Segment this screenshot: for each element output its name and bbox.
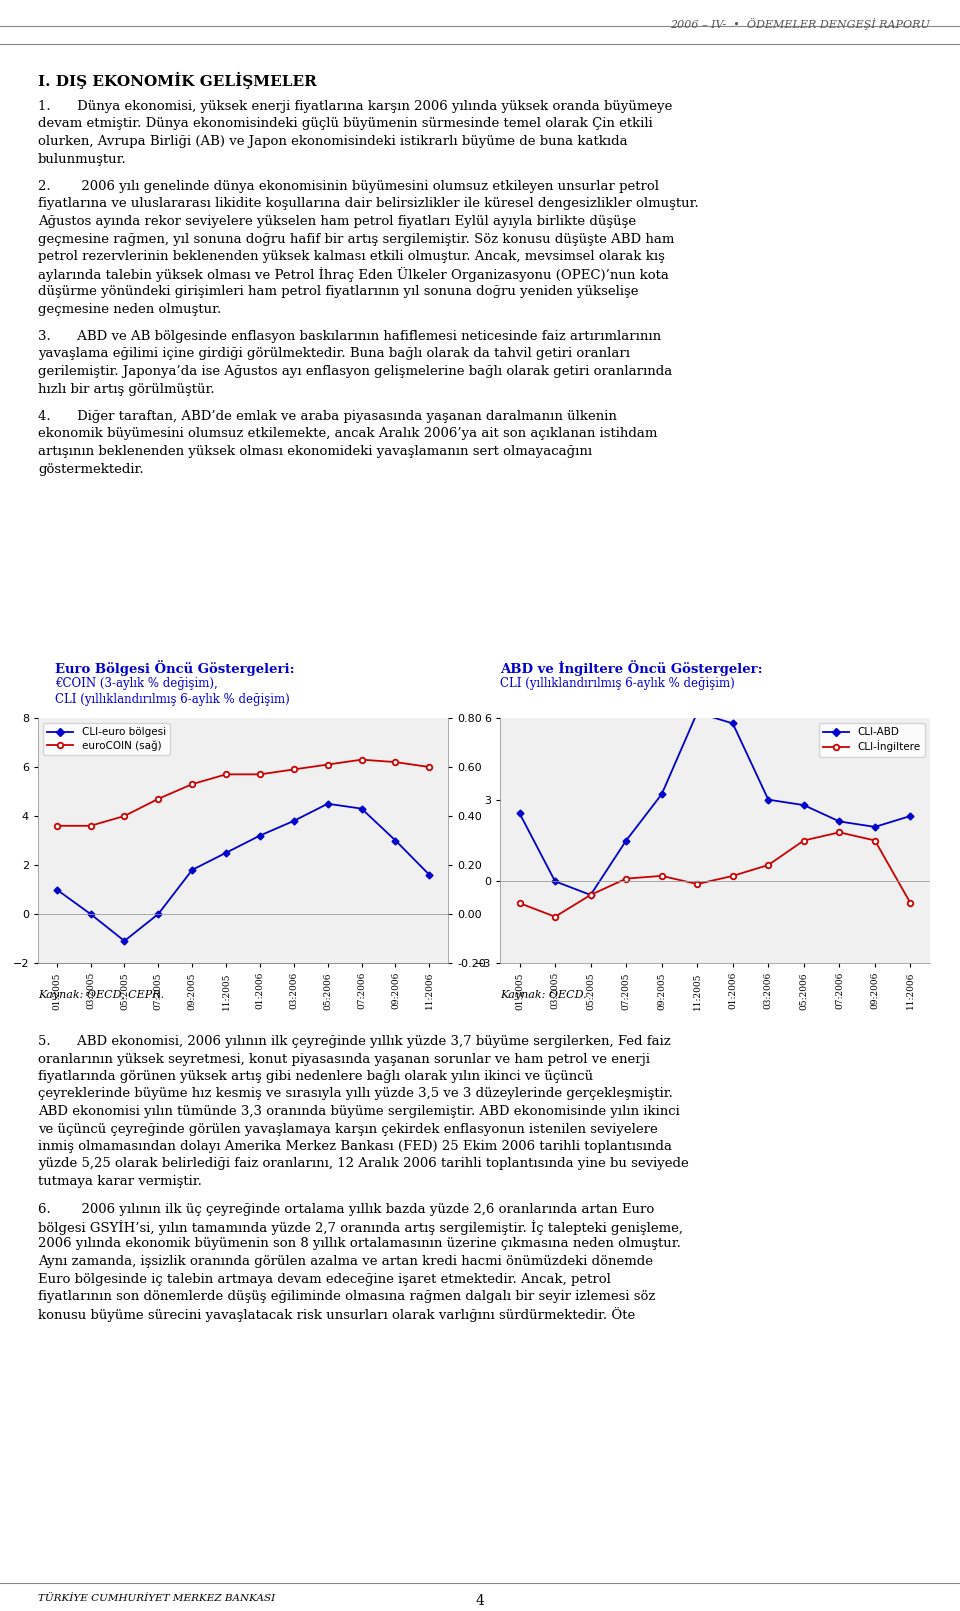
Text: I. DIŞ EKONOMİK GELİŞMELER: I. DIŞ EKONOMİK GELİŞMELER [38, 72, 317, 89]
Text: hızlı bir artış görülmüştür.: hızlı bir artış görülmüştür. [38, 382, 215, 395]
Legend: CLI-ABD, CLI-İngiltere: CLI-ABD, CLI-İngiltere [819, 723, 924, 757]
Text: bölgesi GSYİH’si, yılın tamamında yüzde 2,7 oranında artış sergilemiştir. İç tal: bölgesi GSYİH’si, yılın tamamında yüzde … [38, 1220, 683, 1236]
Text: aylarında talebin yüksek olması ve Petrol İhraç Eden Ülkeler Organizasyonu (OPEC: aylarında talebin yüksek olması ve Petro… [38, 267, 669, 282]
Text: €COIN (3-aylık % değişim),: €COIN (3-aylık % değişim), [55, 677, 218, 690]
Text: 4: 4 [475, 1593, 485, 1608]
Text: 4.  Diğer taraftan, ABD’de emlak ve araba piyasasında yaşanan daralmanın ülkenin: 4. Diğer taraftan, ABD’de emlak ve araba… [38, 411, 617, 424]
Text: artışının beklenenden yüksek olması ekonomideki yavaşlamanın sert olmayacağını: artışının beklenenden yüksek olması ekon… [38, 445, 592, 458]
Text: TÜRKİYE CUMHURİYET MERKEZ BANKASI: TÜRKİYE CUMHURİYET MERKEZ BANKASI [38, 1593, 276, 1603]
Text: yavaşlama eğilimi içine girdiği görülmektedir. Buna bağlı olarak da tahvil getir: yavaşlama eğilimi içine girdiği görülmek… [38, 348, 630, 361]
Text: CLI (yıllıklandırılmış 6-aylık % değişim): CLI (yıllıklandırılmış 6-aylık % değişim… [500, 677, 734, 690]
Text: fiyatlarının son dönemlerde düşüş eğiliminde olmasına rağmen dalgalı bir seyir i: fiyatlarının son dönemlerde düşüş eğilim… [38, 1290, 656, 1303]
Text: göstermektedir.: göstermektedir. [38, 462, 144, 475]
Text: fiyatlarına ve uluslararası likidite koşullarına dair belirsizlikler ile küresel: fiyatlarına ve uluslararası likidite koş… [38, 198, 699, 211]
Text: yüzde 5,25 olarak belirlediği faiz oranlarını, 12 Aralık 2006 tarihli toplantısı: yüzde 5,25 olarak belirlediği faiz oranl… [38, 1157, 688, 1171]
Text: ABD ekonomisi yılın tümünde 3,3 oranında büyüme sergilemiştir. ABD ekonomisinde : ABD ekonomisi yılın tümünde 3,3 oranında… [38, 1105, 680, 1118]
Text: geçmesine neden olmuştur.: geçmesine neden olmuştur. [38, 303, 221, 316]
Text: devam etmiştir. Dünya ekonomisindeki güçlü büyümenin sürmesinde temel olarak Çin: devam etmiştir. Dünya ekonomisindeki güç… [38, 118, 653, 130]
Text: 1.  Dünya ekonomisi, yüksek enerji fiyatlarına karşın 2006 yılında yüksek oranda: 1. Dünya ekonomisi, yüksek enerji fiyatl… [38, 100, 672, 113]
Text: ve üçüncü çeyreğinde görülen yavaşlamaya karşın çekirdek enflasyonun istenilen s: ve üçüncü çeyreğinde görülen yavaşlamaya… [38, 1123, 658, 1136]
Text: çeyreklerinde büyüme hız kesmiş ve sırasıyla yıllı yüzde 3,5 ve 3 düzeylerinde g: çeyreklerinde büyüme hız kesmiş ve sıras… [38, 1087, 673, 1100]
Legend: CLI-euro bölgesi, euroCOIN (sağ): CLI-euro bölgesi, euroCOIN (sağ) [43, 723, 170, 756]
Text: Euro Bölgesi Öncü Göstergeleri:: Euro Bölgesi Öncü Göstergeleri: [55, 661, 295, 677]
Text: bulunmuştur.: bulunmuştur. [38, 153, 127, 166]
Text: geçmesine rağmen, yıl sonuna doğru hafif bir artış sergilemiştir. Söz konusu düş: geçmesine rağmen, yıl sonuna doğru hafif… [38, 232, 674, 245]
Text: Ağustos ayında rekor seviyelere yükselen ham petrol fiyatları Eylül ayıyla birli: Ağustos ayında rekor seviyelere yükselen… [38, 214, 636, 229]
Text: 2006 – IV-  •  ÖDEMELER DENGEŞİ RAPORU: 2006 – IV- • ÖDEMELER DENGEŞİ RAPORU [670, 18, 930, 31]
Text: 2006 yılında ekonomik büyümenin son 8 yıllık ortalamasının üzerine çıkmasına ned: 2006 yılında ekonomik büyümenin son 8 yı… [38, 1237, 681, 1250]
Text: CLI (yıllıklandırılmış 6-aylık % değişim): CLI (yıllıklandırılmış 6-aylık % değişim… [55, 693, 290, 706]
Text: petrol rezervlerinin beklenenden yüksek kalması etkili olmuştur. Ancak, mevsimse: petrol rezervlerinin beklenenden yüksek … [38, 250, 665, 263]
Text: düşürme yönündeki girişimleri ham petrol fiyatlarının yıl sonuna doğru yeniden y: düşürme yönündeki girişimleri ham petrol… [38, 285, 638, 298]
Text: Aynı zamanda, işsizlik oranında görülen azalma ve artan kredi hacmi önümüzdeki d: Aynı zamanda, işsizlik oranında görülen … [38, 1255, 653, 1268]
Text: Euro bölgesinde iç talebin artmaya devam edeceğine işaret etmektedir. Ancak, pet: Euro bölgesinde iç talebin artmaya devam… [38, 1273, 611, 1286]
Text: oranlarının yüksek seyretmesi, konut piyasasında yaşanan sorunlar ve ham petrol : oranlarının yüksek seyretmesi, konut piy… [38, 1052, 650, 1065]
Text: Kaynak: OECD, CEPR.: Kaynak: OECD, CEPR. [38, 991, 164, 1000]
Text: gerilemiştir. Japonya’da ise Ağustos ayı enflasyon gelişmelerine bağlı olarak ge: gerilemiştir. Japonya’da ise Ağustos ayı… [38, 366, 672, 379]
Text: inmiş olmamasından dolayı Amerika Merkez Bankası (FED) 25 Ekim 2006 tarihli topl: inmiş olmamasından dolayı Amerika Merkez… [38, 1141, 672, 1153]
Text: tutmaya karar vermiştir.: tutmaya karar vermiştir. [38, 1174, 202, 1187]
Text: olurken, Avrupa Birliği (AB) ve Japon ekonomisindeki istikrarlı büyüme de buna k: olurken, Avrupa Birliği (AB) ve Japon ek… [38, 135, 628, 148]
Text: konusu büyüme sürecini yavaşlatacak risk unsurları olarak varlığını sürdürmekted: konusu büyüme sürecini yavaşlatacak risk… [38, 1308, 636, 1323]
Text: 6.   2006 yılının ilk üç çeyreğinde ortalama yıllık bazda yüzde 2,6 oranlarında : 6. 2006 yılının ilk üç çeyreğinde ortala… [38, 1202, 655, 1216]
Text: 5.  ABD ekonomisi, 2006 yılının ilk çeyreğinde yıllık yüzde 3,7 büyüme sergilerk: 5. ABD ekonomisi, 2006 yılının ilk çeyre… [38, 1034, 671, 1049]
Text: 3.  ABD ve AB bölgesinde enflasyon baskılarının hafiflemesi neticesinde faiz art: 3. ABD ve AB bölgesinde enflasyon baskıl… [38, 330, 661, 343]
Text: fiyatlarında görünen yüksek artış gibi nedenlere bağlı olarak yılın ikinci ve üç: fiyatlarında görünen yüksek artış gibi n… [38, 1070, 593, 1083]
Text: Kaynak: OECD.: Kaynak: OECD. [500, 991, 587, 1000]
Text: 2.   2006 yılı genelinde dünya ekonomisinin büyümesini olumsuz etkileyen unsurla: 2. 2006 yılı genelinde dünya ekonomisini… [38, 180, 659, 193]
Text: ekonomik büyümesini olumsuz etkilemekte, ancak Aralık 2006’ya ait son açıklanan : ekonomik büyümesini olumsuz etkilemekte,… [38, 427, 658, 440]
Text: ABD ve İngiltere Öncü Göstergeler:: ABD ve İngiltere Öncü Göstergeler: [500, 661, 762, 677]
